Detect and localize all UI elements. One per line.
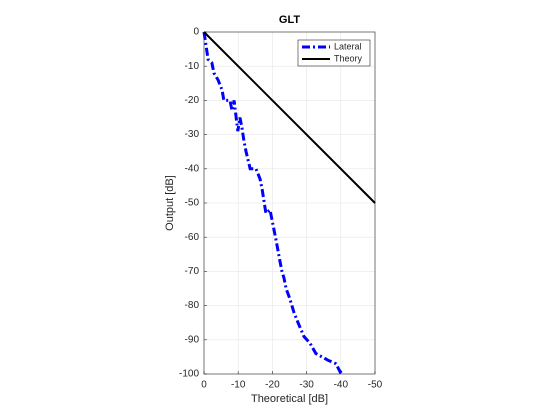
legend-box xyxy=(297,39,371,67)
line-series xyxy=(203,31,376,204)
x-tick-label: -20 xyxy=(265,380,280,391)
legend-label: Theory xyxy=(334,53,363,63)
line-series xyxy=(202,31,344,375)
y-tick-label: -10 xyxy=(185,61,200,72)
y-tick-label: -70 xyxy=(185,266,200,277)
legend-label: Lateral xyxy=(334,41,362,51)
y-tick-label: -50 xyxy=(185,198,200,209)
x-tick-label: -10 xyxy=(231,380,246,391)
y-axis-label: Output [dB] xyxy=(164,175,176,231)
x-axis-label: Theoretical [dB] xyxy=(251,393,328,405)
x-tick-label: -30 xyxy=(299,380,314,391)
x-tick-label: 0 xyxy=(201,380,207,391)
x-tick-label: -50 xyxy=(368,380,383,391)
y-tick-label: -90 xyxy=(185,334,200,345)
y-tick-label: -20 xyxy=(185,95,200,106)
y-tick-label: -80 xyxy=(185,300,200,311)
y-tick-label: -40 xyxy=(185,163,200,174)
x-tick-label: -40 xyxy=(334,380,349,391)
y-tick-label: -30 xyxy=(185,129,200,140)
chart-title: GLT xyxy=(279,14,300,26)
y-tick-label: 0 xyxy=(193,27,199,38)
y-tick-label: -60 xyxy=(185,232,200,243)
y-tick-label: -100 xyxy=(179,369,199,380)
